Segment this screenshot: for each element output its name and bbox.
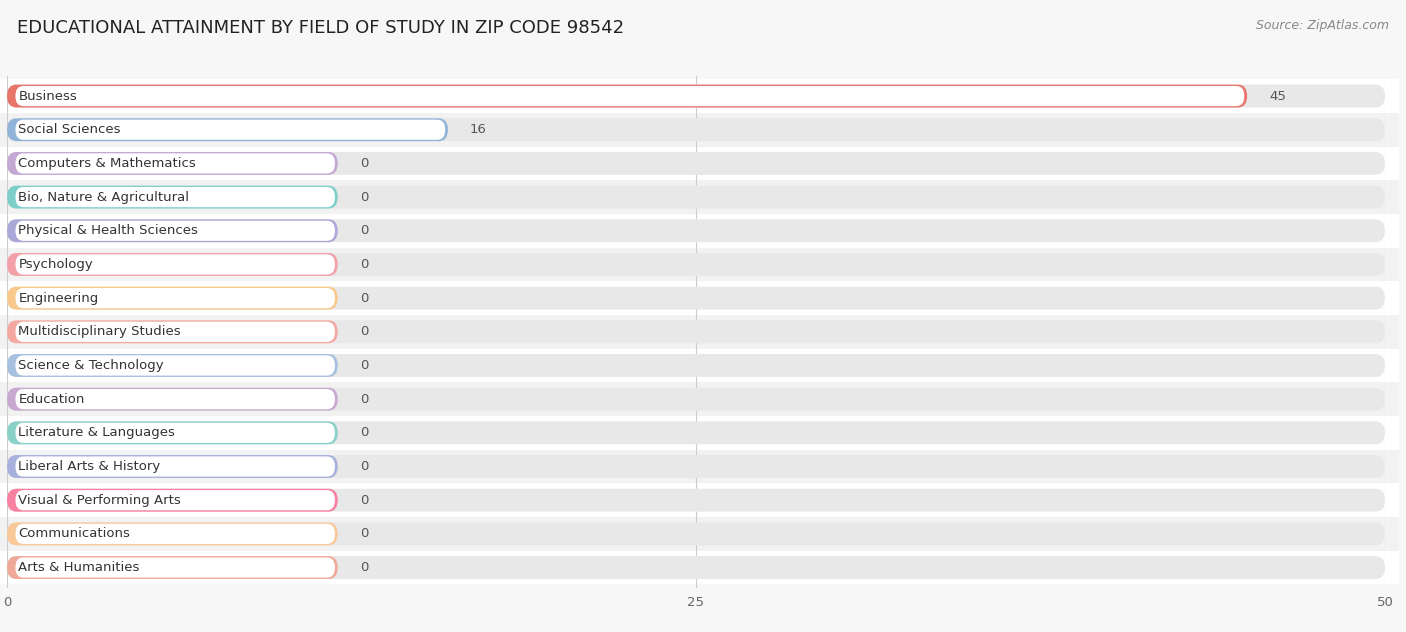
FancyBboxPatch shape bbox=[15, 86, 1244, 106]
FancyBboxPatch shape bbox=[15, 423, 335, 443]
FancyBboxPatch shape bbox=[7, 253, 1385, 276]
FancyBboxPatch shape bbox=[7, 455, 337, 478]
FancyBboxPatch shape bbox=[7, 186, 1385, 209]
FancyBboxPatch shape bbox=[0, 113, 1399, 147]
Text: Liberal Arts & History: Liberal Arts & History bbox=[18, 460, 160, 473]
Text: Communications: Communications bbox=[18, 527, 131, 540]
Text: 45: 45 bbox=[1270, 90, 1286, 102]
Text: Psychology: Psychology bbox=[18, 258, 93, 271]
FancyBboxPatch shape bbox=[0, 281, 1399, 315]
Text: 0: 0 bbox=[360, 325, 368, 338]
FancyBboxPatch shape bbox=[7, 152, 1385, 175]
Text: 0: 0 bbox=[360, 561, 368, 574]
FancyBboxPatch shape bbox=[7, 219, 1385, 242]
Text: Visual & Performing Arts: Visual & Performing Arts bbox=[18, 494, 181, 507]
FancyBboxPatch shape bbox=[15, 355, 335, 375]
FancyBboxPatch shape bbox=[0, 349, 1399, 382]
FancyBboxPatch shape bbox=[0, 315, 1399, 349]
Text: 0: 0 bbox=[360, 224, 368, 237]
FancyBboxPatch shape bbox=[15, 254, 335, 274]
FancyBboxPatch shape bbox=[15, 456, 335, 477]
Text: 0: 0 bbox=[360, 157, 368, 170]
FancyBboxPatch shape bbox=[0, 214, 1399, 248]
FancyBboxPatch shape bbox=[0, 79, 1399, 113]
Text: 0: 0 bbox=[360, 359, 368, 372]
FancyBboxPatch shape bbox=[15, 557, 335, 578]
FancyBboxPatch shape bbox=[7, 556, 1385, 579]
FancyBboxPatch shape bbox=[15, 119, 446, 140]
FancyBboxPatch shape bbox=[0, 550, 1399, 585]
FancyBboxPatch shape bbox=[7, 489, 1385, 512]
Text: 0: 0 bbox=[360, 427, 368, 439]
Text: 0: 0 bbox=[360, 494, 368, 507]
FancyBboxPatch shape bbox=[7, 455, 1385, 478]
FancyBboxPatch shape bbox=[7, 489, 337, 512]
FancyBboxPatch shape bbox=[7, 219, 337, 242]
FancyBboxPatch shape bbox=[7, 253, 337, 276]
FancyBboxPatch shape bbox=[7, 186, 337, 209]
FancyBboxPatch shape bbox=[7, 118, 1385, 141]
FancyBboxPatch shape bbox=[0, 248, 1399, 281]
FancyBboxPatch shape bbox=[15, 322, 335, 342]
FancyBboxPatch shape bbox=[15, 524, 335, 544]
FancyBboxPatch shape bbox=[0, 517, 1399, 550]
FancyBboxPatch shape bbox=[0, 450, 1399, 483]
Text: Bio, Nature & Agricultural: Bio, Nature & Agricultural bbox=[18, 191, 190, 204]
FancyBboxPatch shape bbox=[0, 483, 1399, 517]
FancyBboxPatch shape bbox=[7, 320, 337, 343]
Text: Business: Business bbox=[18, 90, 77, 102]
Text: Arts & Humanities: Arts & Humanities bbox=[18, 561, 139, 574]
FancyBboxPatch shape bbox=[7, 152, 337, 175]
Text: Literature & Languages: Literature & Languages bbox=[18, 427, 176, 439]
Text: 0: 0 bbox=[360, 291, 368, 305]
FancyBboxPatch shape bbox=[7, 354, 1385, 377]
FancyBboxPatch shape bbox=[7, 287, 337, 310]
Text: Education: Education bbox=[18, 392, 84, 406]
FancyBboxPatch shape bbox=[0, 416, 1399, 450]
FancyBboxPatch shape bbox=[15, 187, 335, 207]
FancyBboxPatch shape bbox=[7, 287, 1385, 310]
FancyBboxPatch shape bbox=[15, 389, 335, 410]
Text: EDUCATIONAL ATTAINMENT BY FIELD OF STUDY IN ZIP CODE 98542: EDUCATIONAL ATTAINMENT BY FIELD OF STUDY… bbox=[17, 19, 624, 37]
FancyBboxPatch shape bbox=[0, 382, 1399, 416]
Text: 0: 0 bbox=[360, 191, 368, 204]
Text: Engineering: Engineering bbox=[18, 291, 98, 305]
FancyBboxPatch shape bbox=[7, 354, 337, 377]
FancyBboxPatch shape bbox=[7, 387, 337, 411]
FancyBboxPatch shape bbox=[7, 523, 1385, 545]
Text: 0: 0 bbox=[360, 392, 368, 406]
Text: 0: 0 bbox=[360, 258, 368, 271]
Text: Physical & Health Sciences: Physical & Health Sciences bbox=[18, 224, 198, 237]
FancyBboxPatch shape bbox=[7, 556, 337, 579]
Text: 16: 16 bbox=[470, 123, 486, 137]
Text: Social Sciences: Social Sciences bbox=[18, 123, 121, 137]
FancyBboxPatch shape bbox=[7, 118, 449, 141]
FancyBboxPatch shape bbox=[7, 387, 1385, 411]
Text: Multidisciplinary Studies: Multidisciplinary Studies bbox=[18, 325, 181, 338]
FancyBboxPatch shape bbox=[15, 154, 335, 174]
Text: Computers & Mathematics: Computers & Mathematics bbox=[18, 157, 195, 170]
FancyBboxPatch shape bbox=[7, 422, 337, 444]
FancyBboxPatch shape bbox=[7, 422, 1385, 444]
FancyBboxPatch shape bbox=[0, 147, 1399, 180]
Text: Science & Technology: Science & Technology bbox=[18, 359, 165, 372]
Text: 0: 0 bbox=[360, 460, 368, 473]
Text: Source: ZipAtlas.com: Source: ZipAtlas.com bbox=[1256, 19, 1389, 32]
FancyBboxPatch shape bbox=[15, 221, 335, 241]
FancyBboxPatch shape bbox=[15, 490, 335, 510]
FancyBboxPatch shape bbox=[7, 85, 1247, 107]
FancyBboxPatch shape bbox=[15, 288, 335, 308]
FancyBboxPatch shape bbox=[7, 523, 337, 545]
FancyBboxPatch shape bbox=[7, 85, 1385, 107]
FancyBboxPatch shape bbox=[0, 180, 1399, 214]
Text: 0: 0 bbox=[360, 527, 368, 540]
FancyBboxPatch shape bbox=[7, 320, 1385, 343]
